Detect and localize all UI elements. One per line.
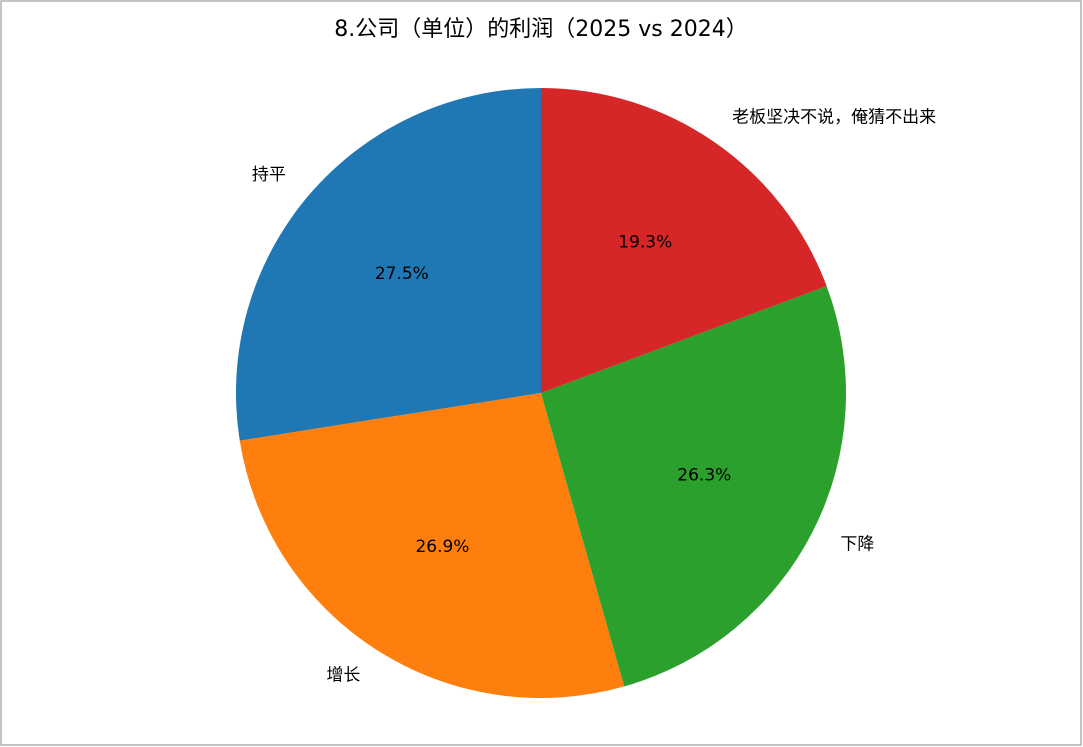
- pie-slice: [541, 88, 827, 393]
- pie-slice: [235, 88, 541, 441]
- percent-label: 26.9%: [415, 537, 469, 557]
- percent-label: 26.3%: [677, 466, 731, 486]
- slice-label: 老板坚决不说，俺猜不出来: [732, 107, 936, 127]
- slice-label: 增长: [326, 666, 360, 686]
- chart-title: 8.公司（单位）的利润（2025 vs 2024）: [334, 17, 747, 42]
- percent-label: 27.5%: [375, 264, 429, 284]
- slice-label: 持平: [252, 165, 286, 185]
- pie-slice: [239, 393, 625, 698]
- slice-label: 下降: [840, 534, 874, 554]
- percent-label: 19.3%: [618, 233, 672, 253]
- pie-slice: [541, 286, 847, 687]
